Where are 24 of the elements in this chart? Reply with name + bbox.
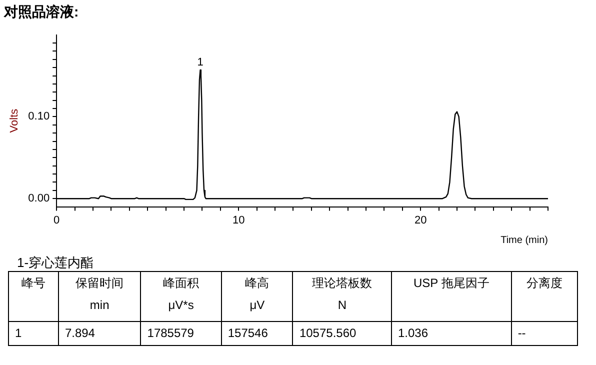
text: 1.036 xyxy=(391,322,512,346)
y-axis-title: Volts xyxy=(8,108,21,133)
chart-title: 对照品溶液: xyxy=(3,3,79,20)
x-tick-label: 10 xyxy=(232,214,245,226)
annotation: 1 xyxy=(197,56,204,69)
x-tick-label: 0 xyxy=(54,214,60,226)
text: 10575.560 xyxy=(292,322,392,346)
x-tick-label: 20 xyxy=(414,214,427,226)
text: 1-穿心莲内酯 xyxy=(17,254,94,272)
text: USP 拖尾因子 xyxy=(391,272,512,322)
text: -- xyxy=(511,322,578,346)
text: 峰号 xyxy=(8,272,58,322)
text: 峰高 μV xyxy=(221,272,293,322)
text: 157546 xyxy=(221,322,293,346)
text: 7.894 xyxy=(58,322,141,346)
text: 峰面积 μV*s xyxy=(140,272,222,322)
text: 1785579 xyxy=(140,322,222,346)
text: 保留时间 min xyxy=(58,272,141,322)
text: 理论塔板数 N xyxy=(292,272,392,322)
y-tick-label: 0.10 xyxy=(28,110,50,123)
text: 1 xyxy=(8,322,58,346)
text: 分离度 xyxy=(511,272,578,322)
x-axis-title: Time (min) xyxy=(500,234,548,246)
y-tick-label: 0.00 xyxy=(28,192,50,205)
